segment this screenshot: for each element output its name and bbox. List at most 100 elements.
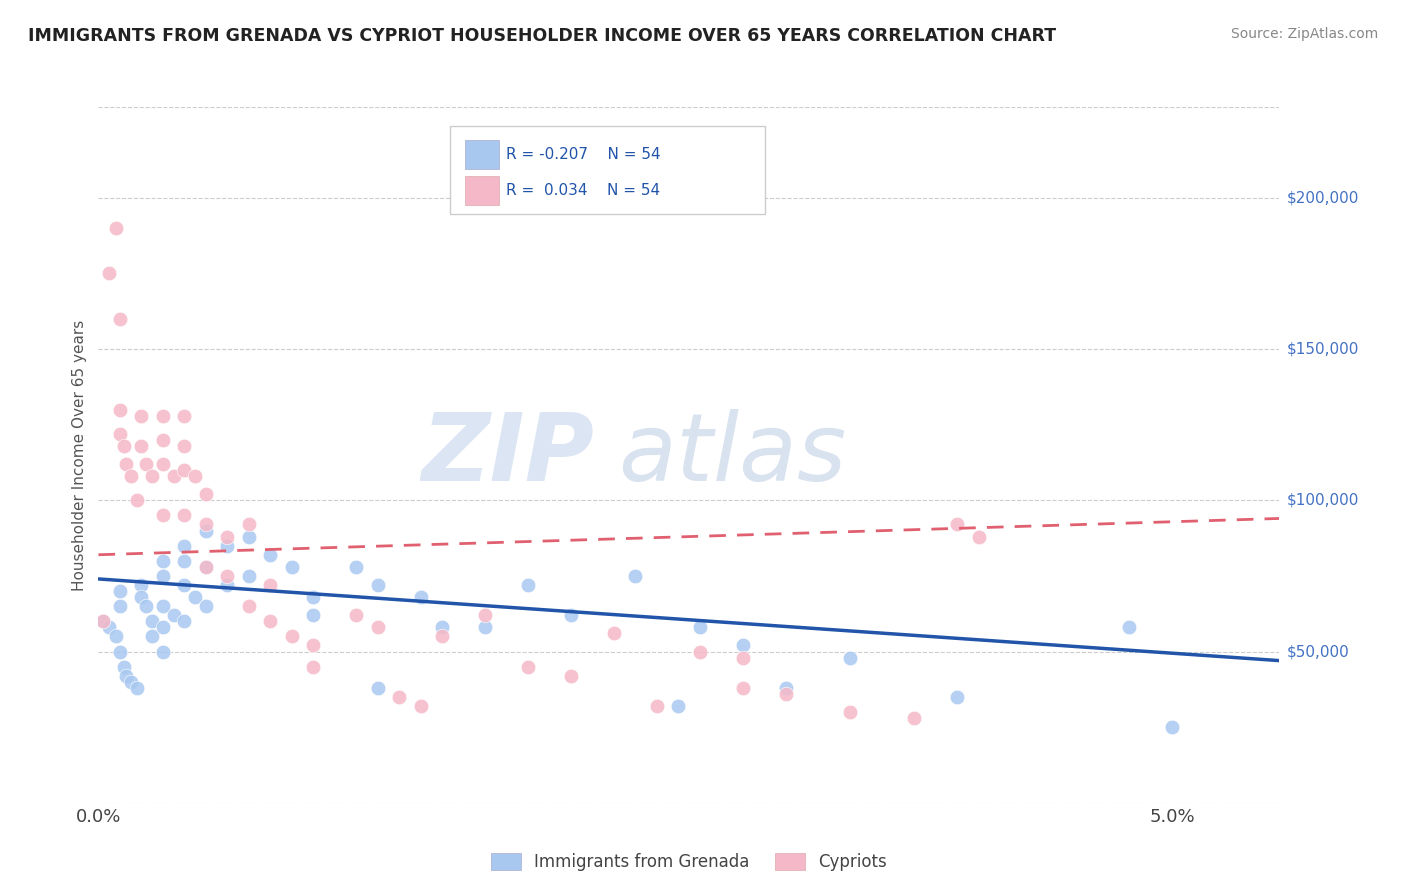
Text: $150,000: $150,000 <box>1286 342 1358 357</box>
Point <box>430 620 453 634</box>
Point <box>967 530 990 544</box>
Point <box>98 620 121 634</box>
Point <box>141 469 163 483</box>
Text: ZIP: ZIP <box>422 409 595 501</box>
Point <box>152 554 174 568</box>
Point <box>302 639 325 653</box>
Point <box>152 433 174 447</box>
Y-axis label: Householder Income Over 65 years: Householder Income Over 65 years <box>72 319 87 591</box>
Point <box>194 559 217 574</box>
Point <box>108 644 131 658</box>
Point <box>302 659 325 673</box>
Point <box>946 517 969 532</box>
Point <box>344 559 367 574</box>
Point <box>238 530 260 544</box>
Point <box>104 221 127 235</box>
Point <box>731 639 754 653</box>
Text: atlas: atlas <box>619 409 846 500</box>
Point <box>839 650 862 665</box>
Point <box>238 569 260 583</box>
Point <box>173 554 195 568</box>
Point <box>409 698 432 713</box>
Point <box>135 457 157 471</box>
Point <box>141 615 163 629</box>
Point <box>152 569 174 583</box>
Point <box>409 590 432 604</box>
Point <box>474 620 496 634</box>
Point <box>645 698 668 713</box>
Point <box>217 539 239 553</box>
Point <box>91 615 114 629</box>
Point <box>839 705 862 719</box>
Point <box>194 599 217 614</box>
Point <box>689 644 711 658</box>
Point <box>173 409 195 423</box>
Point <box>946 690 969 704</box>
Point <box>108 426 131 441</box>
Point <box>367 681 389 695</box>
Point <box>152 409 174 423</box>
Point <box>302 590 325 604</box>
Point <box>173 508 195 523</box>
Point <box>112 439 135 453</box>
Point <box>280 559 302 574</box>
Point <box>108 402 131 417</box>
Point <box>162 469 184 483</box>
Point <box>259 615 281 629</box>
Point <box>108 584 131 599</box>
Point <box>217 530 239 544</box>
Point <box>152 599 174 614</box>
Point <box>430 629 453 643</box>
Point <box>259 578 281 592</box>
Point <box>560 608 582 623</box>
Point <box>173 439 195 453</box>
Point <box>152 457 174 471</box>
Text: $50,000: $50,000 <box>1286 644 1350 659</box>
Point <box>238 517 260 532</box>
Point <box>1118 620 1140 634</box>
Point <box>152 508 174 523</box>
Point <box>516 578 538 592</box>
Point <box>903 711 925 725</box>
Point <box>173 463 195 477</box>
Point <box>115 669 138 683</box>
Point <box>1161 720 1184 734</box>
Point <box>624 569 647 583</box>
Point <box>689 620 711 634</box>
Point <box>125 493 148 508</box>
Point <box>184 590 207 604</box>
Point <box>131 409 153 423</box>
Point <box>108 311 131 326</box>
Point <box>731 650 754 665</box>
Point <box>367 620 389 634</box>
Point <box>108 599 131 614</box>
Point <box>344 608 367 623</box>
Text: R = -0.207    N = 54: R = -0.207 N = 54 <box>506 147 661 162</box>
Point <box>731 681 754 695</box>
Point <box>516 659 538 673</box>
Point <box>120 674 142 689</box>
Point <box>560 669 582 683</box>
Point <box>135 599 157 614</box>
Text: $200,000: $200,000 <box>1286 190 1358 205</box>
Point <box>259 548 281 562</box>
Point <box>162 608 184 623</box>
Point <box>173 539 195 553</box>
Point <box>238 599 260 614</box>
Point <box>120 469 142 483</box>
Point <box>152 644 174 658</box>
Point <box>217 578 239 592</box>
Point <box>194 559 217 574</box>
Point <box>302 608 325 623</box>
Point <box>173 578 195 592</box>
Point <box>194 487 217 501</box>
Point <box>775 681 797 695</box>
Point <box>474 608 496 623</box>
Text: R =  0.034    N = 54: R = 0.034 N = 54 <box>506 183 661 198</box>
Point <box>194 517 217 532</box>
Point <box>173 615 195 629</box>
Point <box>388 690 411 704</box>
Point <box>131 439 153 453</box>
Legend: Immigrants from Grenada, Cypriots: Immigrants from Grenada, Cypriots <box>485 847 893 878</box>
Point <box>98 267 121 281</box>
